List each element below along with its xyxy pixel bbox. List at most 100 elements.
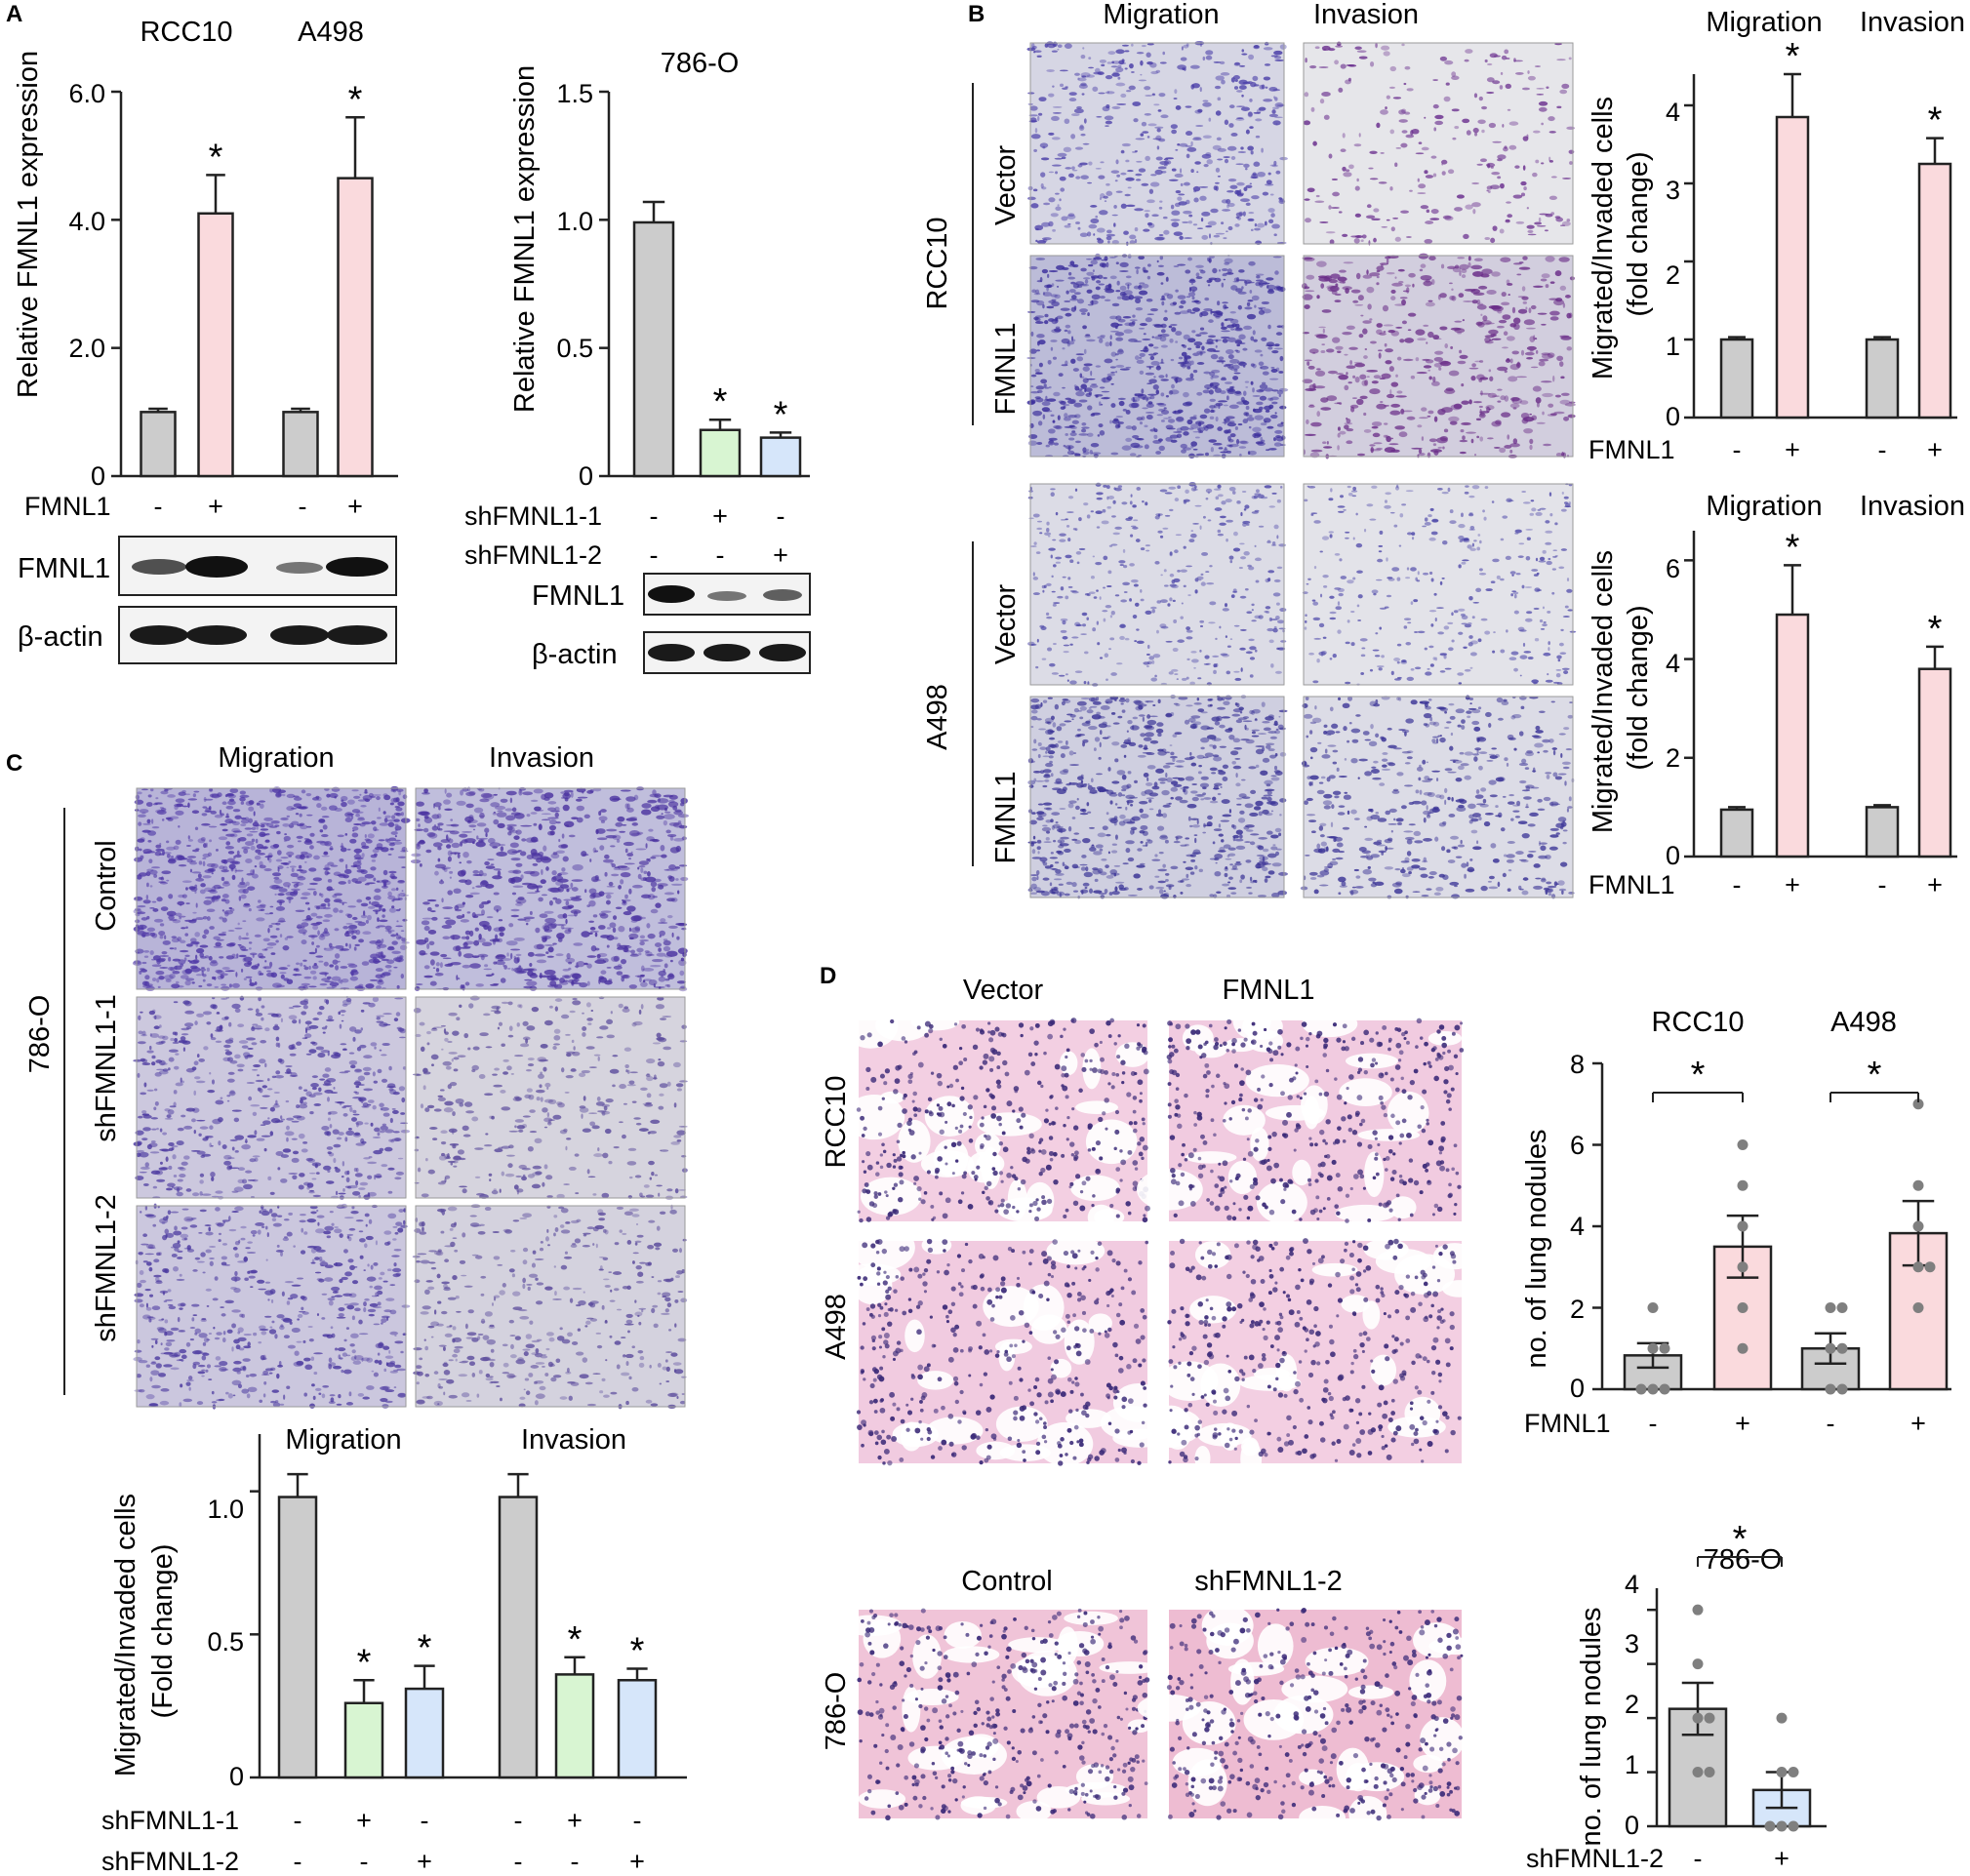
stain-spot xyxy=(1186,153,1190,159)
stain-spot xyxy=(1122,741,1132,744)
stain-spot xyxy=(1387,744,1397,749)
stain-spot xyxy=(1497,154,1507,160)
stain-spot xyxy=(1064,329,1068,333)
stain-spot xyxy=(1398,431,1408,438)
stain-spot xyxy=(1032,572,1035,577)
stain-spot xyxy=(1475,418,1482,421)
stain-spot xyxy=(1161,171,1167,174)
stain-spot xyxy=(1280,640,1287,643)
stain-spot xyxy=(1474,453,1477,457)
stain-spot xyxy=(1266,284,1269,289)
stain-spot xyxy=(1140,133,1145,137)
stain-spot xyxy=(1555,822,1565,828)
stain-spot xyxy=(1191,307,1200,312)
stain-spot xyxy=(1151,785,1160,790)
y-tick-label: 6 xyxy=(1666,554,1680,583)
stain-spot xyxy=(1476,738,1480,742)
stain-spot xyxy=(1376,122,1381,129)
stain-spot xyxy=(244,841,255,846)
stain-spot xyxy=(1478,765,1483,771)
stain-spot xyxy=(1064,413,1068,419)
stain-spot xyxy=(1264,220,1267,226)
stain-spot xyxy=(1068,781,1072,784)
stain-spot xyxy=(1302,764,1310,768)
stain-spot xyxy=(1189,278,1195,282)
stain-spot xyxy=(1028,517,1034,520)
stain-spot xyxy=(1234,425,1238,430)
stain-spot xyxy=(1104,299,1111,301)
stain-spot xyxy=(1545,679,1553,683)
stain-spot xyxy=(1399,297,1408,299)
stain-spot xyxy=(1130,826,1138,831)
stain-spot xyxy=(231,827,241,833)
stain-spot xyxy=(187,856,197,858)
stain-spot xyxy=(357,818,366,821)
stain-spot xyxy=(1165,879,1169,882)
stain-spot xyxy=(1190,423,1199,429)
stain-spot xyxy=(1500,395,1507,401)
stain-spot xyxy=(1165,395,1170,398)
stain-spot xyxy=(1146,777,1149,781)
stain-spot xyxy=(1171,168,1177,172)
stain-spot xyxy=(1187,338,1196,343)
stain-spot xyxy=(1230,365,1234,371)
stain-spot xyxy=(1127,719,1133,725)
stain-spot xyxy=(1130,725,1140,731)
stain-spot xyxy=(1214,870,1222,877)
chart-header-migration: Migration xyxy=(1706,491,1822,522)
stain-spot xyxy=(1095,561,1103,566)
stain-spot xyxy=(1202,515,1206,519)
stain-spot xyxy=(1274,102,1284,108)
stain-spot xyxy=(1080,283,1090,287)
stain-spot xyxy=(1143,228,1150,232)
stain-spot xyxy=(1221,282,1225,288)
stain-spot xyxy=(189,861,198,865)
stain-spot xyxy=(1067,264,1076,267)
stain-spot xyxy=(1472,292,1485,297)
stain-spot xyxy=(1198,268,1204,272)
stain-spot xyxy=(1543,796,1551,802)
stain-spot xyxy=(1532,172,1538,178)
stain-spot xyxy=(1096,280,1102,284)
stain-spot xyxy=(1133,118,1139,123)
stain-spot xyxy=(1217,494,1224,498)
stain-spot xyxy=(1230,133,1238,137)
stain-spot xyxy=(1401,43,1405,47)
stain-spot xyxy=(1069,398,1077,404)
stain-spot xyxy=(1428,256,1436,261)
stain-spot xyxy=(1032,835,1036,840)
stain-spot xyxy=(1165,712,1173,717)
stain-spot xyxy=(1350,728,1361,734)
stain-spot xyxy=(1125,366,1132,369)
stain-spot xyxy=(1055,556,1063,560)
stain-spot xyxy=(1439,436,1448,442)
stain-spot xyxy=(1312,680,1319,684)
stain-spot xyxy=(1461,725,1466,730)
stain-spot xyxy=(1148,188,1154,194)
stain-spot xyxy=(1140,349,1148,352)
stain-spot xyxy=(1065,324,1071,329)
stain-spot xyxy=(1453,610,1459,614)
stain-spot xyxy=(1457,360,1467,365)
stain-spot xyxy=(1062,699,1069,701)
stain-spot xyxy=(1505,83,1511,90)
stain-spot xyxy=(1481,105,1488,110)
stain-spot xyxy=(1205,55,1213,60)
stain-spot xyxy=(1243,325,1253,331)
stain-spot xyxy=(351,832,359,838)
stain-spot xyxy=(1221,716,1230,719)
stain-spot xyxy=(1191,783,1198,785)
stain-spot xyxy=(1514,165,1520,169)
stain-spot xyxy=(1128,516,1134,520)
stain-spot xyxy=(1172,647,1179,653)
stain-spot xyxy=(1529,438,1534,445)
stain-spot xyxy=(1122,408,1127,412)
stain-spot xyxy=(1478,405,1483,409)
stain-spot xyxy=(1218,850,1226,853)
stain-spot xyxy=(1160,894,1169,899)
stain-spot xyxy=(1407,312,1417,317)
stain-spot xyxy=(1177,485,1182,490)
stain-spot xyxy=(1079,705,1087,711)
stain-spot xyxy=(1182,363,1186,369)
stain-spot xyxy=(1159,298,1166,300)
